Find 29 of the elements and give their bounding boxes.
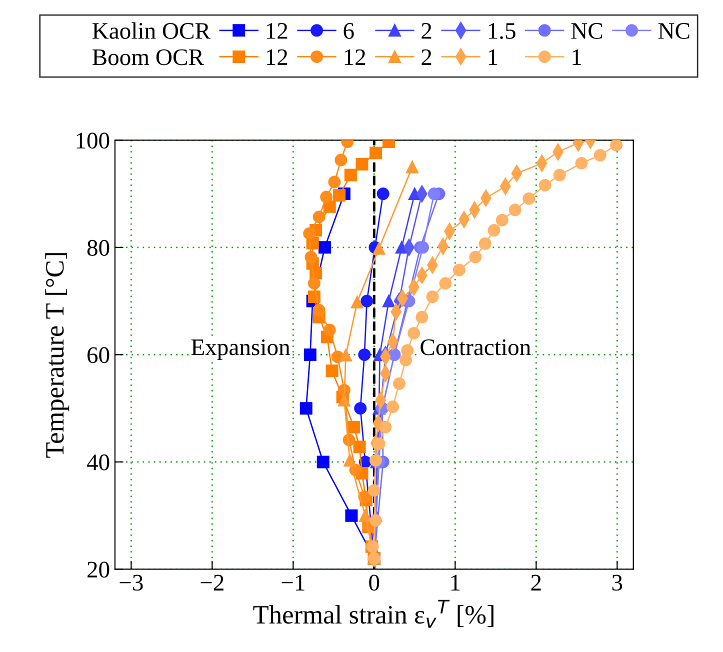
x-axis-title: Thermal strain ε$_{v}$$^{T}$ [%] — [253, 600, 494, 628]
y-axis-title: Temperature T [°C] — [45, 253, 70, 458]
y-tick-label: 100 — [76, 132, 110, 149]
legend-label: 6 — [344, 23, 354, 39]
x-tick-label: −1 — [282, 574, 304, 590]
y-tick-label: 20 — [88, 562, 110, 578]
legend-label: NC — [658, 23, 690, 39]
x-tick-label: 0 — [369, 574, 380, 591]
legend-label: 1 — [572, 49, 581, 65]
legend-label: NC — [571, 23, 602, 39]
legend-label: 12 — [266, 23, 288, 39]
x-tick-label: 2 — [531, 574, 541, 590]
legend-label: 12 — [266, 49, 288, 65]
x-tick-label: −2 — [200, 574, 224, 590]
legend-label: 12 — [344, 49, 366, 65]
text: Kaolin OCR — [92, 22, 210, 39]
y-tick-label: 40 — [86, 454, 110, 470]
y-tick-label: 80 — [87, 240, 110, 256]
legend-label: 1 — [488, 49, 498, 65]
legend-label: 1.5 — [488, 23, 516, 40]
y-tick-label: 60 — [88, 347, 110, 364]
text: Boom OCR — [92, 49, 204, 66]
x-tick-label: 3 — [612, 574, 622, 591]
legend-label: 2 — [422, 49, 432, 65]
annotation: Expansion — [191, 339, 290, 360]
annotation: Contraction — [420, 339, 531, 356]
x-tick-label: −3 — [120, 574, 143, 591]
legend-label: 2 — [422, 23, 432, 39]
x-tick-label: 1 — [451, 574, 460, 590]
